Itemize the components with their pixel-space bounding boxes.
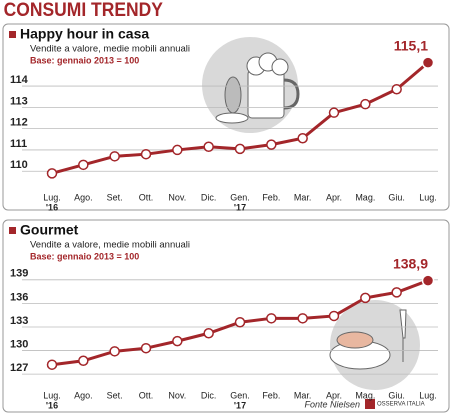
x-tick-label: Apr. xyxy=(326,390,342,400)
marker xyxy=(78,355,89,367)
x-tick-label: Lug. xyxy=(419,192,437,202)
logo: OSSERVA ITALIA xyxy=(377,402,425,408)
source: Fonte Nielsen xyxy=(304,399,360,409)
chart-subtitle: Vendite a valore, medie mobili annuali xyxy=(30,44,190,55)
logo-icon xyxy=(365,399,375,409)
x-tick-label: Feb. xyxy=(262,390,280,400)
x-tick-label: Nov. xyxy=(168,390,186,400)
x-tick-label: Gen. xyxy=(230,192,250,202)
marker xyxy=(78,159,89,171)
chart-title: Gourmet xyxy=(20,222,79,238)
x-tick-label: Giu. xyxy=(388,390,405,400)
marker xyxy=(391,287,402,298)
x-tick-label: Set. xyxy=(107,192,123,202)
marker xyxy=(297,132,308,144)
x-tick-label: Dic. xyxy=(201,390,217,400)
x-tick-label: Ago. xyxy=(74,192,93,202)
title-marker xyxy=(9,31,16,38)
x-tick-label: Apr. xyxy=(326,192,342,202)
marker xyxy=(203,141,214,152)
y-tick-label: 136 xyxy=(10,291,28,303)
x-year-label: '16 xyxy=(46,400,58,410)
marker xyxy=(421,274,435,287)
marker xyxy=(328,310,340,322)
value-label: 115,1 xyxy=(394,37,428,53)
y-tick-label: 110 xyxy=(10,159,28,171)
x-tick-label: Gen. xyxy=(230,390,250,400)
y-tick-label: 133 xyxy=(10,315,28,327)
x-tick-label: Mar. xyxy=(294,192,312,202)
marker xyxy=(360,292,371,304)
x-tick-label: Mag. xyxy=(355,192,375,202)
marker xyxy=(234,143,246,155)
x-tick-label: Mar. xyxy=(294,390,312,400)
x-tick-label: Lug. xyxy=(419,390,437,400)
x-tick-label: Ott. xyxy=(139,192,154,202)
y-tick-label: 130 xyxy=(10,338,28,350)
x-tick-label: Ott. xyxy=(139,390,154,400)
marker xyxy=(234,316,246,328)
x-tick-label: Giu. xyxy=(388,192,405,202)
marker xyxy=(328,107,340,118)
chart-title: Happy hour in casa xyxy=(20,26,149,42)
marker xyxy=(46,168,58,179)
main-title: CONSUMI TRENDY xyxy=(4,0,163,20)
marker xyxy=(46,359,58,370)
marker xyxy=(297,313,308,324)
x-tick-label: Dic. xyxy=(201,192,217,202)
marker xyxy=(266,139,277,150)
marker xyxy=(109,346,120,357)
marker xyxy=(391,84,402,95)
marker xyxy=(109,151,120,162)
marker xyxy=(140,148,152,160)
marker xyxy=(421,56,435,69)
marker xyxy=(172,144,183,156)
x-year-label: '16 xyxy=(46,202,58,212)
chart-base: Base: gennaio 2013 = 100 xyxy=(30,251,139,261)
x-year-label: '17 xyxy=(234,202,246,212)
marker xyxy=(203,328,214,339)
y-tick-label: 113 xyxy=(10,95,28,107)
x-tick-label: Mag. xyxy=(355,390,375,400)
chart-subtitle: Vendite a valore, medie mobili annuali xyxy=(30,240,190,251)
x-tick-label: Feb. xyxy=(262,192,280,202)
y-tick-label: 112 xyxy=(10,117,28,129)
marker xyxy=(172,335,183,347)
marker xyxy=(140,342,152,354)
marker xyxy=(360,98,371,110)
y-tick-label: 114 xyxy=(10,74,29,86)
x-tick-label: Nov. xyxy=(168,192,186,202)
y-tick-label: 139 xyxy=(10,268,28,280)
x-tick-label: Set. xyxy=(107,390,123,400)
x-tick-label: Lug. xyxy=(43,390,61,400)
x-year-label: '17 xyxy=(234,400,246,410)
value-label: 138,9 xyxy=(393,255,428,271)
beer-illustration xyxy=(202,37,300,133)
y-tick-label: 127 xyxy=(10,362,28,374)
gourmet-illustration xyxy=(329,300,420,390)
title-marker xyxy=(9,227,16,234)
marker xyxy=(266,313,277,324)
chart-base: Base: gennaio 2013 = 100 xyxy=(30,55,139,65)
x-tick-label: Ago. xyxy=(74,390,93,400)
y-tick-label: 111 xyxy=(10,138,27,150)
x-tick-label: Lug. xyxy=(43,192,61,202)
